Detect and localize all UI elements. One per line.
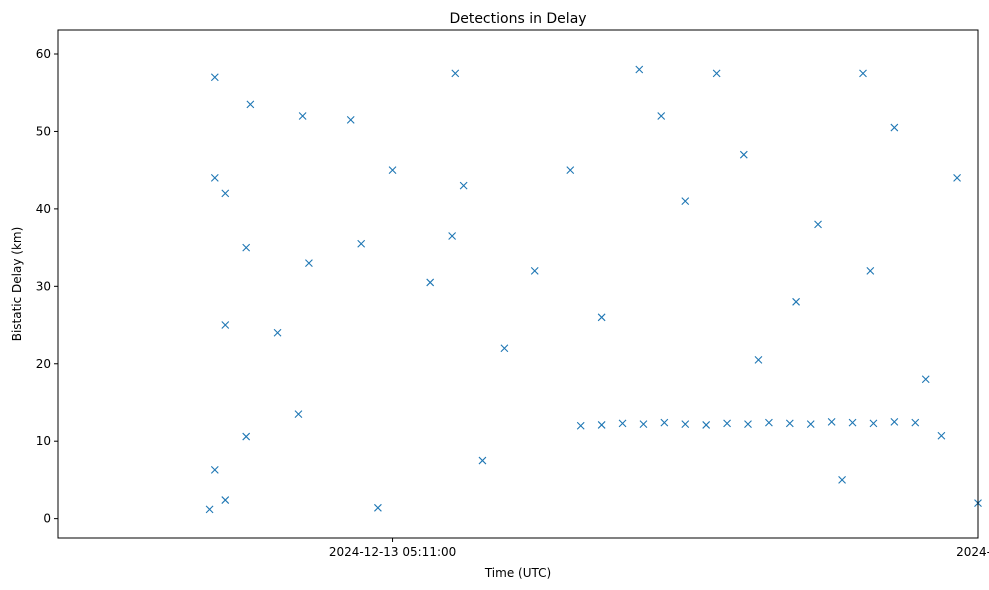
plot-frame bbox=[57, 29, 979, 539]
data-point bbox=[921, 375, 930, 384]
data-point bbox=[723, 419, 731, 428]
data-point bbox=[911, 418, 920, 427]
y-tick-label: 30 bbox=[36, 279, 51, 293]
data-point bbox=[702, 421, 711, 429]
data-point bbox=[814, 220, 822, 229]
data-point bbox=[681, 420, 690, 429]
data-point bbox=[859, 69, 867, 78]
data-point bbox=[210, 73, 219, 82]
data-point bbox=[459, 181, 468, 190]
data-point bbox=[346, 115, 355, 124]
data-point bbox=[357, 239, 366, 248]
data-point bbox=[660, 418, 669, 427]
y-tick-label: 60 bbox=[36, 47, 51, 61]
data-point bbox=[210, 174, 219, 182]
x-tick-label: 2024-12-13 05:12:00 bbox=[956, 545, 989, 559]
y-tick-label: 40 bbox=[36, 202, 51, 216]
data-point bbox=[765, 418, 773, 427]
data-point bbox=[273, 328, 282, 337]
y-axis-label: Bistatic Delay (km) bbox=[10, 227, 24, 342]
data-point bbox=[890, 123, 899, 132]
data-point bbox=[712, 69, 721, 78]
data-point bbox=[530, 266, 539, 275]
data-point bbox=[744, 420, 752, 429]
data-point bbox=[848, 418, 857, 427]
data-point bbox=[754, 356, 763, 364]
data-point bbox=[953, 174, 961, 182]
data-point bbox=[866, 266, 875, 275]
data-point bbox=[890, 417, 899, 426]
data-point bbox=[639, 420, 648, 429]
data-point bbox=[242, 243, 251, 252]
data-point bbox=[806, 420, 815, 429]
data-point bbox=[374, 503, 382, 512]
data-point bbox=[298, 112, 307, 120]
data-point bbox=[597, 421, 606, 429]
data-point bbox=[478, 456, 487, 465]
y-axis: 0 10 20 30 40 50 60 bbox=[36, 47, 58, 526]
data-point bbox=[426, 278, 435, 287]
y-tick-label: 10 bbox=[36, 434, 51, 448]
data-point bbox=[305, 259, 313, 267]
y-tick-label: 50 bbox=[36, 124, 51, 138]
data-point bbox=[448, 232, 457, 240]
data-point bbox=[785, 419, 794, 428]
data-point bbox=[294, 410, 303, 418]
points-layer bbox=[205, 65, 982, 514]
data-point bbox=[838, 476, 846, 484]
data-point bbox=[451, 69, 460, 78]
data-point bbox=[869, 419, 878, 428]
y-tick-label: 0 bbox=[43, 512, 51, 526]
data-point bbox=[221, 321, 230, 329]
x-axis-label: Time (UTC) bbox=[484, 566, 551, 580]
data-point bbox=[500, 344, 509, 353]
data-point bbox=[221, 189, 230, 198]
data-point bbox=[566, 166, 575, 175]
data-point bbox=[576, 421, 585, 430]
chart-title: Detections in Delay bbox=[449, 11, 586, 27]
data-point bbox=[246, 100, 255, 109]
y-tick-label: 20 bbox=[36, 357, 51, 371]
data-point bbox=[739, 150, 748, 159]
data-point bbox=[388, 166, 397, 175]
data-point bbox=[681, 197, 690, 206]
data-point bbox=[792, 297, 800, 306]
data-point bbox=[657, 112, 666, 120]
data-point bbox=[827, 417, 836, 426]
data-point bbox=[618, 419, 627, 428]
data-point bbox=[937, 431, 946, 440]
data-point bbox=[597, 313, 606, 322]
data-point bbox=[221, 496, 230, 504]
data-point bbox=[635, 65, 644, 74]
data-point bbox=[205, 505, 214, 514]
x-tick-label: 2024-12-13 05:11:00 bbox=[329, 545, 456, 559]
data-point bbox=[242, 432, 251, 441]
data-point bbox=[210, 465, 219, 474]
